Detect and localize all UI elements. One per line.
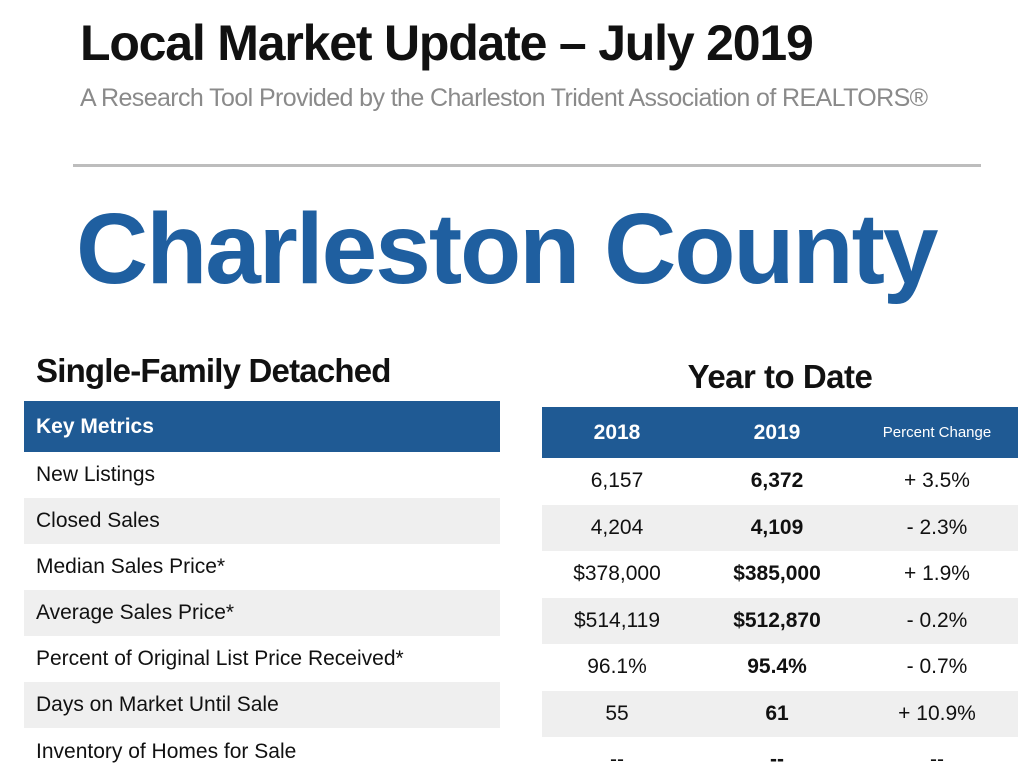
metric-label: Closed Sales [24,498,500,544]
ytd-title: Year to Date [687,358,873,395]
value-2019: 61 [765,702,789,725]
metric-label: Average Sales Price* [24,590,500,636]
percent-change: + 3.5% [904,469,970,492]
value-2019: $512,870 [733,609,821,632]
col-2018-header: 2018 [593,421,641,444]
table-row: -- -- -- [542,737,1018,783]
col-percent-change-header: Percent Change [882,424,992,441]
county-heading: Charleston County [76,193,938,305]
value-2018: 4,204 [590,516,644,539]
col-2019-header: 2019 [753,421,801,444]
table-row: 96.1% 95.4% - 0.7% [542,644,1018,690]
metric-label: New Listings [36,463,156,486]
metric-label: Days on Market Until Sale [24,682,500,728]
percent-change: - 2.3% [906,516,968,539]
value-2018: $514,119 [573,609,661,632]
value-2019: -- [770,748,784,771]
value-2019: 95.4% [747,655,807,678]
value-2018: 6,157 [590,469,644,492]
table-row: 6,157 6,372 + 3.5% [542,458,1018,504]
table-row: 55 61 + 10.9% [542,691,1018,737]
table-row: 4,204 4,109 - 2.3% [542,505,1018,551]
value-2019: 6,372 [750,469,804,492]
percent-change: + 10.9% [898,702,976,725]
percent-change: -- [930,748,944,771]
page-title: Local Market Update – July 2019 [80,15,814,71]
page-subtitle: A Research Tool Provided by the Charlest… [80,84,928,112]
metric-label: Inventory of Homes for Sale [36,740,297,763]
metric-label: Percent of Original List Price Received* [36,647,404,670]
percent-change: + 1.9% [904,562,970,585]
value-2019: 4,109 [750,516,804,539]
section-title: Single-Family Detached [36,352,391,389]
ytd-column-header: 2018 2019 Percent Change [542,407,1018,458]
value-2018: 55 [605,702,629,725]
percent-change: - 0.7% [906,655,968,678]
table-row: $378,000 $385,000 + 1.9% [542,551,1018,597]
divider [73,164,981,167]
percent-change: - 0.2% [906,609,968,632]
value-2019: $385,000 [733,562,821,585]
metric-label: Median Sales Price* [36,555,226,578]
key-metrics-header: Key Metrics [24,401,500,452]
value-2018: $378,000 [573,562,661,585]
value-2018: 96.1% [587,655,647,678]
value-2018: -- [610,748,624,771]
table-row: $514,119 $512,870 - 0.2% [542,598,1018,644]
